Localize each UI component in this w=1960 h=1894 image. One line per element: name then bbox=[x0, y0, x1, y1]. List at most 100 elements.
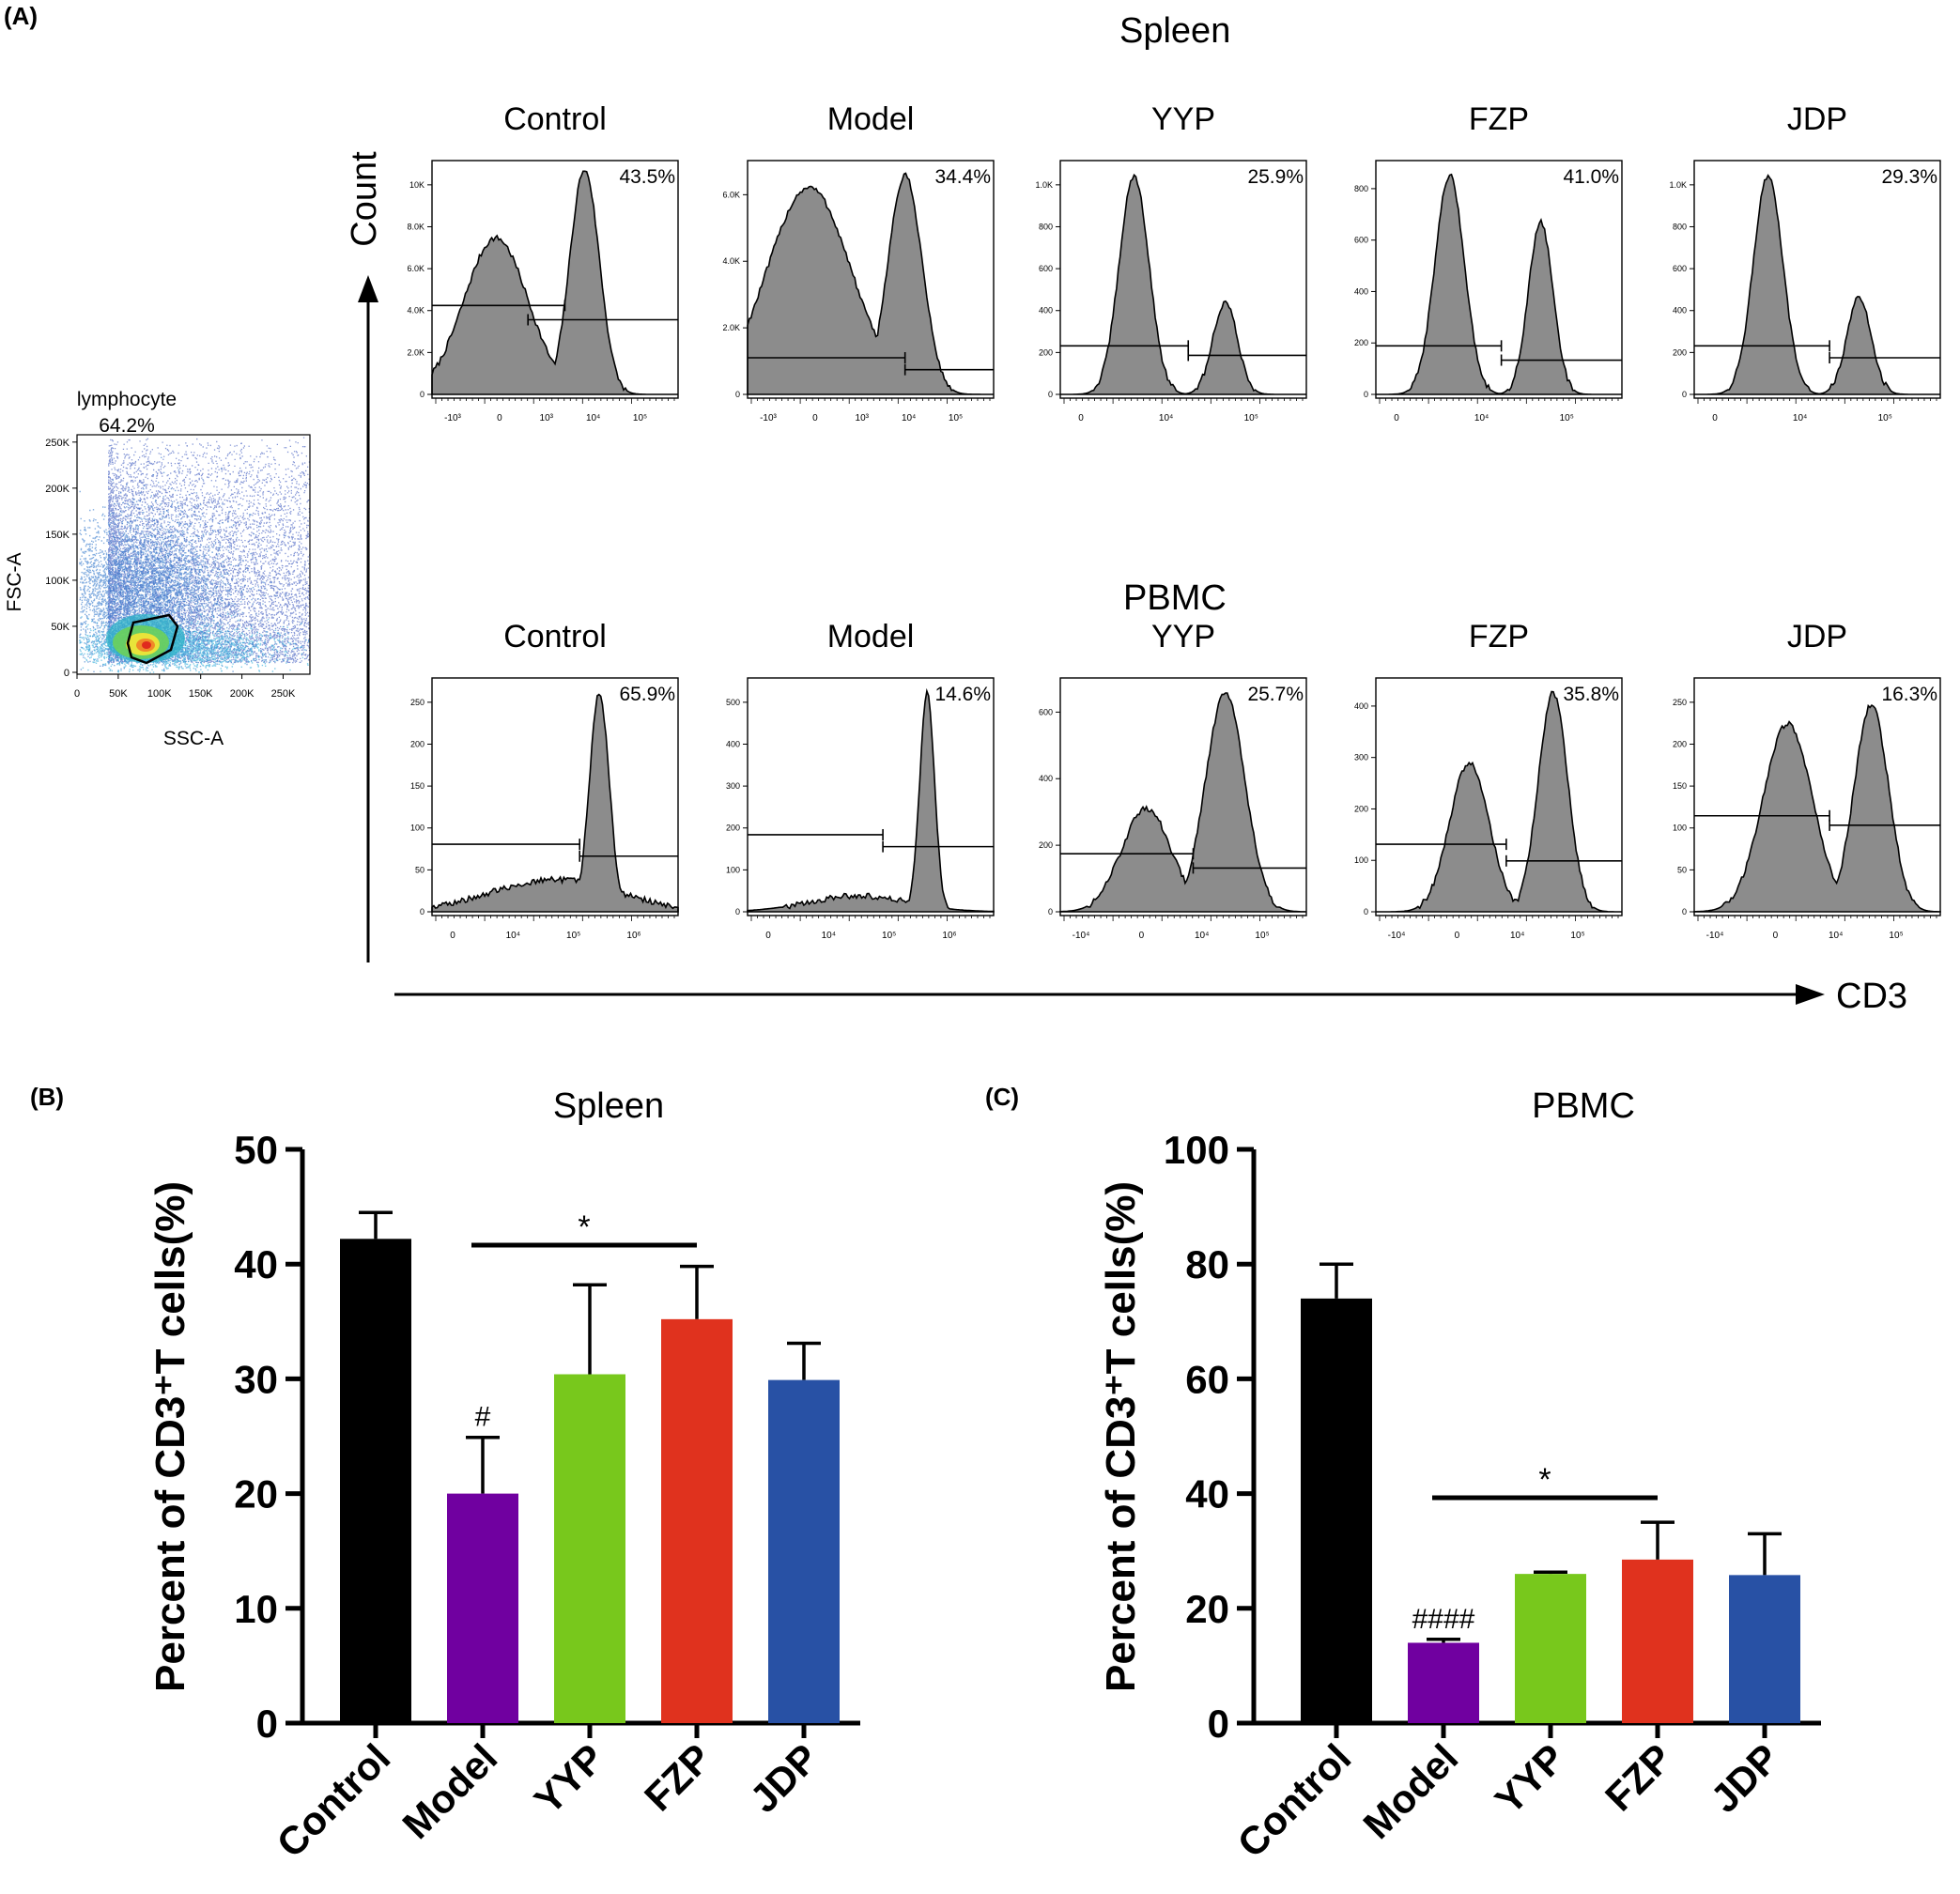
histogram-x-tick-label: 10⁵ bbox=[882, 931, 896, 941]
histogram-percent: 29.3% bbox=[1881, 166, 1937, 188]
histogram-y-tick-label: 600 bbox=[1039, 707, 1053, 716]
histogram-group-label: JDP bbox=[1787, 101, 1847, 137]
histogram-x-tick-label: -10³ bbox=[444, 413, 461, 423]
histogram-percent: 41.0% bbox=[1563, 166, 1619, 188]
histogram-group-label: JDP bbox=[1787, 619, 1847, 654]
histogram-x-tick-label: 0 bbox=[1139, 931, 1145, 941]
histogram-percent: 43.5% bbox=[619, 166, 675, 188]
histogram-x-tick-label: -10⁴ bbox=[1388, 931, 1406, 941]
bar-chart-y-tick-label: 20 bbox=[234, 1472, 278, 1517]
scatter-y-tick-label: 250K bbox=[45, 438, 69, 449]
spleen-histogram-fzp: FZP 41.0% 0 200 400 600 800 0 10⁴ 10⁵ bbox=[1354, 101, 1623, 423]
histogram-y-tick-label: 600 bbox=[1673, 264, 1687, 273]
lymphocyte-gate-label: lymphocyte bbox=[77, 389, 177, 410]
histogram-y-tick-label: 800 bbox=[1673, 222, 1687, 231]
bar-model bbox=[447, 1493, 518, 1723]
histogram-x-tick-label: 10⁴ bbox=[1510, 931, 1524, 941]
histogram-group-label: YYP bbox=[1151, 619, 1215, 654]
count-axis-label: Count bbox=[345, 151, 384, 247]
histogram-curve bbox=[1376, 173, 1622, 395]
histogram-y-tick-label: 200 bbox=[1673, 739, 1687, 748]
bar-chart-x-tick-label: JDP bbox=[1702, 1735, 1787, 1821]
significance-label: * bbox=[578, 1209, 590, 1245]
histogram-y-tick-label: 250 bbox=[410, 698, 424, 707]
histogram-x-tick-label: 0 bbox=[1712, 413, 1718, 423]
bar-chart-y-tick-label: 30 bbox=[234, 1357, 278, 1401]
scatter-x-tick-label: 100K bbox=[147, 688, 172, 700]
histogram-x-tick-label: 10⁴ bbox=[1829, 931, 1843, 941]
scatter-y-tick-label: 0 bbox=[64, 668, 69, 679]
bar-chart-ylabel: Percent of CD3⁺T cells(%) bbox=[147, 1181, 193, 1692]
bar-chart-ylabel: Percent of CD3⁺T cells(%) bbox=[1098, 1181, 1144, 1692]
histogram-frame bbox=[1375, 160, 1623, 399]
lymphocyte-gate-percent: 64.2% bbox=[99, 415, 155, 437]
histogram-y-tick-label: 200 bbox=[1354, 804, 1368, 813]
scatter-y-tick-label: 100K bbox=[45, 576, 69, 587]
spleen-histogram-jdp: JDP 29.3% 0 200 400 600 800 1.0K 0 10⁴ 10⁵ bbox=[1669, 101, 1941, 423]
scatter-y-tick-label: 50K bbox=[51, 622, 69, 633]
histogram-frame bbox=[747, 677, 995, 916]
histogram-y-tick-label: 400 bbox=[1039, 306, 1053, 316]
histogram-group-label: YYP bbox=[1151, 101, 1215, 137]
scatter-xlabel: SSC-A bbox=[163, 728, 224, 749]
histogram-y-tick-label: 800 bbox=[1039, 222, 1053, 231]
histogram-y-tick-label: 100 bbox=[1673, 824, 1687, 833]
histogram-y-tick-label: 6.0K bbox=[407, 264, 424, 273]
histogram-y-tick-label: 100 bbox=[726, 865, 740, 874]
bar-chart-x-tick-label: Model bbox=[1354, 1735, 1466, 1847]
bar-chart-x-tick-label: FZP bbox=[1597, 1735, 1680, 1819]
histogram-y-tick-label: 0 bbox=[420, 907, 424, 916]
histogram-x-tick-label: 10⁵ bbox=[1570, 931, 1584, 941]
histogram-x-tick-label: 10⁵ bbox=[1244, 413, 1258, 423]
histogram-curve bbox=[431, 693, 679, 913]
histogram-x-tick-label: 10³ bbox=[540, 413, 554, 423]
histogram-y-tick-label: 250 bbox=[1673, 698, 1687, 707]
bar-chart-y-tick-label: 10 bbox=[234, 1587, 278, 1631]
histogram-y-tick-label: 0 bbox=[1364, 907, 1368, 916]
histogram-y-tick-label: 2.0K bbox=[407, 347, 424, 357]
panel-label-c: (C) bbox=[985, 1083, 1020, 1111]
bar-chart-y-tick-label: 100 bbox=[1164, 1128, 1229, 1172]
histogram-x-tick-label: 10⁴ bbox=[902, 413, 916, 423]
histogram-x-tick-label: 0 bbox=[1773, 931, 1779, 941]
histogram-curve bbox=[1376, 690, 1622, 913]
bar-chart-y-tick-label: 60 bbox=[1185, 1357, 1229, 1401]
histogram-y-tick-label: 200 bbox=[1354, 338, 1368, 347]
histogram-y-tick-label: 0 bbox=[1048, 907, 1053, 916]
histogram-curve bbox=[1060, 173, 1306, 395]
histogram-group-label: FZP bbox=[1469, 101, 1529, 137]
bar-fzp bbox=[661, 1318, 733, 1723]
histogram-y-tick-label: 8.0K bbox=[407, 222, 424, 231]
bar-control bbox=[340, 1239, 411, 1723]
bar-control bbox=[1301, 1298, 1372, 1723]
histogram-x-tick-label: 10⁶ bbox=[626, 931, 640, 941]
scatter-y-tick-label: 200K bbox=[45, 484, 69, 495]
bar-chart-title: PBMC bbox=[1532, 1086, 1635, 1126]
histogram-x-tick-label: 10⁴ bbox=[586, 413, 600, 423]
histogram-x-tick-label: 0 bbox=[812, 413, 818, 423]
histogram-y-tick-label: 300 bbox=[726, 781, 740, 791]
pbmc-histogram-yyp: YYP 25.7% 0 200 400 600 -10⁴ 0 10⁴ 10⁵ bbox=[1039, 619, 1307, 941]
bar-chart-y-tick-label: 20 bbox=[1185, 1587, 1229, 1631]
scatter-mid-points bbox=[79, 456, 297, 672]
bar-chart-y-tick-label: 0 bbox=[1208, 1702, 1229, 1746]
histogram-y-tick-label: 100 bbox=[1354, 855, 1368, 865]
lymphocyte-gate bbox=[126, 613, 179, 665]
cd3-axis-arrowhead bbox=[1796, 984, 1825, 1005]
histogram-x-tick-label: 10⁴ bbox=[1793, 413, 1807, 423]
histogram-curve bbox=[1694, 174, 1940, 395]
histogram-curve bbox=[1693, 703, 1941, 913]
histogram-y-tick-label: 4.0K bbox=[407, 306, 424, 316]
histogram-y-tick-label: 400 bbox=[1039, 774, 1053, 783]
histogram-x-tick-label: 10⁴ bbox=[1474, 413, 1489, 423]
scatter-outer-points bbox=[108, 437, 311, 664]
histogram-y-tick-label: 100 bbox=[410, 824, 424, 833]
histogram-x-tick-label: 10⁵ bbox=[1889, 931, 1903, 941]
histogram-y-tick-label: 4.0K bbox=[722, 256, 740, 266]
bar-significance-marker: # bbox=[475, 1402, 491, 1433]
histogram-group-label: Model bbox=[827, 101, 915, 137]
histogram-x-tick-label: -10⁴ bbox=[1073, 931, 1090, 941]
histogram-frame bbox=[1693, 677, 1941, 916]
histogram-group-label: FZP bbox=[1469, 619, 1529, 654]
histogram-y-tick-label: 400 bbox=[1354, 286, 1368, 296]
